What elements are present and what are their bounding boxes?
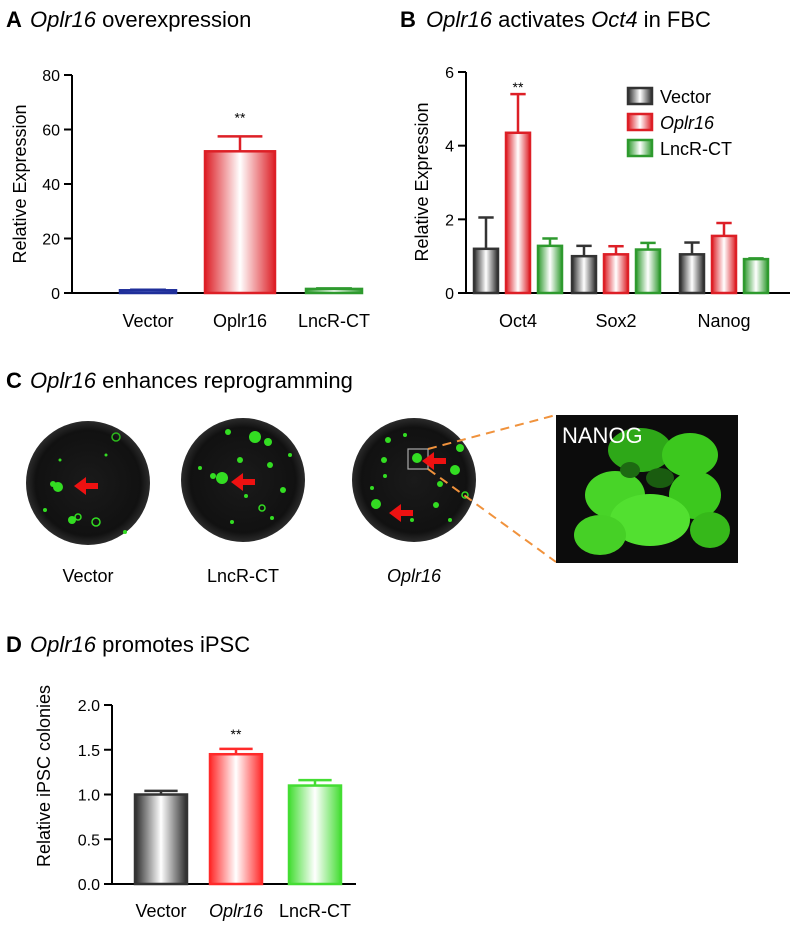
y-tick-label: 4	[445, 139, 454, 156]
y-tick-label: 6	[445, 65, 454, 82]
y-tick-label: 60	[42, 123, 60, 140]
panel-d-letter: D	[6, 632, 22, 657]
significance-label: **	[231, 726, 242, 742]
chart-d: 0.0 0.5 1.0 1.5 2.0 Vector ** Oplr16 LncR-CT Rela…	[34, 685, 356, 921]
bar	[570, 254, 598, 295]
bar	[602, 253, 630, 295]
panel-c-title: Oplr16 enhances reprogramming	[30, 368, 353, 393]
panel-d-title: Oplr16 promotes iPSC	[30, 632, 250, 657]
panel-a-title: Oplr16 overexpression	[30, 7, 251, 32]
arrow-icon	[231, 473, 255, 491]
y-tick-label: 0.0	[78, 877, 100, 894]
nanog-inset-image: NANOG	[556, 415, 738, 563]
dish-label-lncr-ct: LncR-CT	[207, 566, 279, 586]
y-axis-label: Relative Expression	[10, 104, 30, 263]
chart-b: 0 2 4 6 ** Oct4 Sox2 Nanog Relative Expression Ve…	[412, 65, 790, 331]
y-tick-label: 2	[445, 212, 454, 229]
x-tick-label: LncR-CT	[298, 311, 370, 331]
significance-label: **	[513, 79, 524, 95]
y-tick-label: 2.0	[78, 698, 100, 715]
y-tick-label: 0.5	[78, 832, 100, 849]
arrow-icon	[74, 477, 98, 495]
arrow-icon	[389, 504, 413, 522]
y-tick-label: 1.5	[78, 743, 100, 760]
panel-b-title: Oplr16 activates Oct4 in FBC	[426, 7, 711, 32]
zoom-line-top	[427, 414, 557, 450]
bar	[536, 244, 564, 295]
legend: Vector Oplr16 LncR-CT	[626, 86, 732, 159]
legend-swatch	[626, 112, 654, 132]
bar	[710, 234, 738, 295]
y-tick-label: 0	[51, 286, 60, 303]
arrow-icon	[422, 452, 446, 470]
panel-a-letter: A	[6, 7, 22, 32]
y-tick-label: 1.0	[78, 788, 100, 805]
bar	[678, 253, 706, 295]
bar	[472, 247, 500, 295]
bar	[208, 752, 264, 886]
y-tick-label: 40	[42, 177, 60, 194]
y-tick-label: 80	[42, 68, 60, 85]
dish-oplr16-image	[352, 418, 476, 542]
bar	[742, 257, 770, 295]
x-tick-label: LncR-CT	[279, 901, 351, 921]
bar	[203, 150, 277, 295]
x-tick-label: Nanog	[697, 311, 750, 331]
y-tick-label: 20	[42, 232, 60, 249]
panel-c-letter: C	[6, 368, 22, 393]
bar	[133, 793, 189, 886]
dish-vector-image	[26, 421, 150, 545]
x-tick-label: Sox2	[595, 311, 636, 331]
chart-a: 0 20 40 60 80 Vector ** Oplr16 LncR-CT Relative E…	[10, 68, 370, 331]
legend-label: Vector	[660, 87, 711, 107]
y-tick-label: 0	[445, 286, 454, 303]
y-axis-label: Relative Expression	[412, 102, 432, 261]
panel-c: C Oplr16 enhances reprogramming	[6, 368, 738, 586]
x-tick-label: Oct4	[499, 311, 537, 331]
x-tick-label: Oplr16	[209, 901, 264, 921]
x-tick-label: Oplr16	[213, 311, 267, 331]
panel-a: A Oplr16 overexpression 0 20 40 60 80 Vector *…	[6, 7, 370, 331]
legend-swatch	[626, 86, 654, 106]
panel-b: B Oplr16 activates Oct4 in FBC 0 2 4 6 ** Oct…	[400, 7, 790, 331]
dish-label-oplr16: Oplr16	[387, 566, 442, 586]
bar	[287, 784, 343, 886]
panel-b-letter: B	[400, 7, 416, 32]
dish-lncr-ct-image	[181, 418, 305, 542]
dish-label-vector: Vector	[62, 566, 113, 586]
panel-d: D Oplr16 promotes iPSC 0.0 0.5 1.0 1.5 2.0 Ve…	[6, 632, 356, 921]
legend-label: Oplr16	[660, 113, 715, 133]
x-tick-label: Vector	[122, 311, 173, 331]
y-axis-label: Relative iPSC colonies	[34, 685, 54, 867]
legend-label: LncR-CT	[660, 139, 732, 159]
legend-swatch	[626, 138, 654, 158]
bar	[504, 131, 532, 295]
bar	[634, 248, 662, 295]
significance-label: **	[235, 109, 246, 125]
x-tick-label: Vector	[135, 901, 186, 921]
zoom-line-bottom	[427, 468, 557, 563]
inset-label: NANOG	[562, 423, 643, 448]
